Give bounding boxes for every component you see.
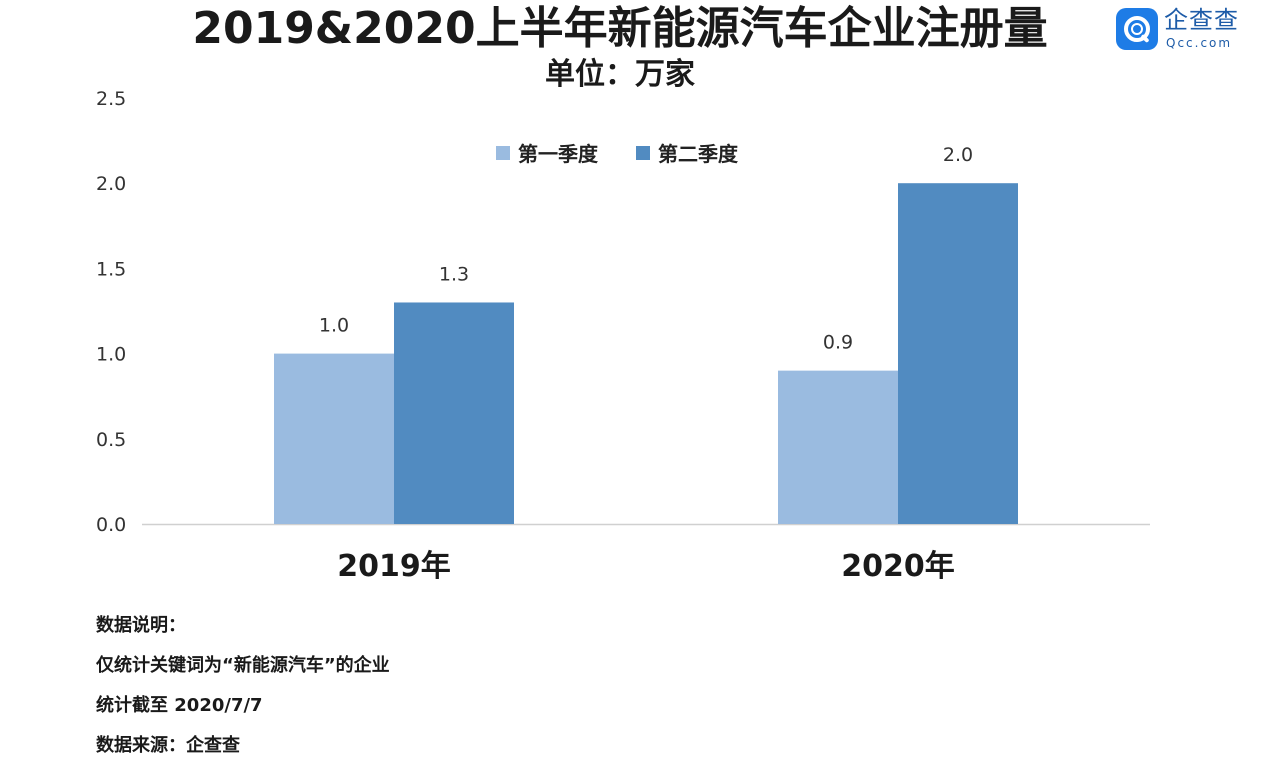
- y-tick-label: 0.5: [96, 429, 126, 451]
- bar-1: [778, 370, 898, 524]
- note-scope: 仅统计关键词为“新能源汽车”的企业: [96, 655, 390, 676]
- y-tick-label: 1.0: [96, 344, 126, 366]
- bar-chart: 0.0 0.5 1.0 1.5 2.0 2.5 1.0 1.3 2019年 0.9 2.0 2020年…: [96, 88, 1150, 584]
- chart-unit-subtitle: 单位：万家: [545, 57, 695, 92]
- data-notes: 数据说明： 仅统计关键词为“新能源汽车”的企业 统计截至 2020/7/7 数据…: [96, 606, 996, 766]
- bar-2: [394, 302, 514, 524]
- y-tick-label: 1.5: [96, 258, 126, 280]
- bar-1: [274, 353, 394, 524]
- chart-title: 2019&2020上半年新能源汽车企业注册量: [192, 3, 1048, 54]
- logo-name: 企查查: [1164, 6, 1239, 34]
- data-label: 0.9: [823, 332, 853, 354]
- note-source: 数据来源：企查查: [96, 735, 240, 756]
- x-category-label: 2020年: [841, 549, 955, 584]
- data-label: 1.3: [439, 263, 469, 285]
- x-category-label: 2019年: [337, 549, 451, 584]
- qcc-magnifier-icon: [1116, 8, 1158, 50]
- legend-swatch-1: [496, 146, 510, 160]
- bar-2: [898, 183, 1018, 524]
- y-tick-label: 2.5: [96, 88, 126, 110]
- y-tick-label: 0.0: [96, 514, 126, 536]
- legend-swatch-2: [636, 146, 650, 160]
- note-heading: 数据说明：: [96, 615, 186, 636]
- data-label: 1.0: [319, 315, 349, 337]
- note-cutoff-date: 统计截至 2020/7/7: [96, 695, 263, 716]
- data-label: 2.0: [943, 144, 973, 166]
- legend-label: 第二季度: [658, 142, 739, 166]
- logo-domain: Qcc.com: [1166, 36, 1233, 50]
- legend-label: 第一季度: [518, 142, 599, 166]
- y-tick-label: 2.0: [96, 173, 126, 195]
- qcc-logo: 企查查 Qcc.com: [1116, 6, 1256, 52]
